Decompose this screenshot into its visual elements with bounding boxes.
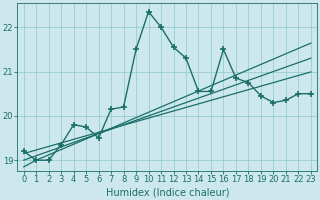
X-axis label: Humidex (Indice chaleur): Humidex (Indice chaleur)	[106, 187, 229, 197]
